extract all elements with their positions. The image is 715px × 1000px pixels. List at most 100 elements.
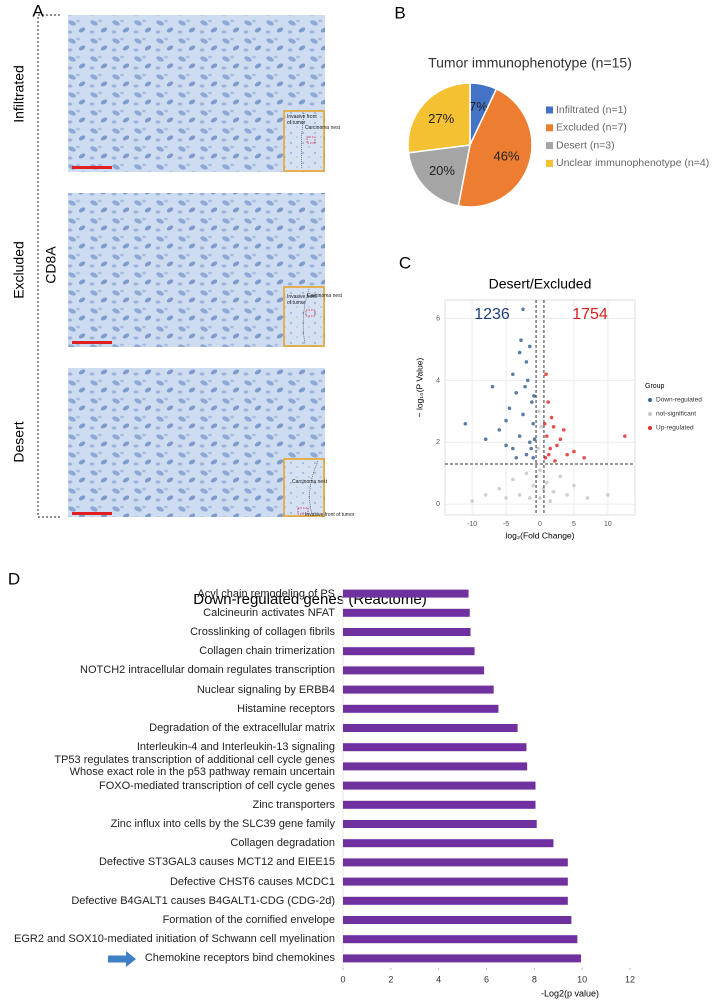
image-infiltrated [68,15,325,172]
inset-text: Invasive front of tumor [287,294,317,306]
inset [283,458,325,517]
front-line [301,112,305,170]
bar [343,704,499,713]
point [539,425,544,429]
point [483,493,488,497]
x-tick-label: 5 [572,521,576,528]
front-line [302,288,310,345]
point [514,391,519,395]
point [565,452,569,457]
bar-label: FOXO-mediated transcription of cell cycl… [99,779,335,792]
point [524,452,529,457]
point [582,455,586,460]
slice-label: 7% [469,99,488,114]
inset-text: Carcinoma nest [292,479,328,485]
point [551,425,556,429]
bar-label: NOTCH2 intracellular domain regulates tr… [80,664,335,677]
legend-label: Infiltrated (n=1) [556,104,627,116]
bar [343,743,527,752]
stain-label: CD8A [43,246,59,284]
panel-label: C [399,253,411,272]
point [532,437,537,442]
y-tick-label: 4 [436,377,440,384]
legend-swatch [546,124,553,132]
point [543,455,548,460]
bar-label: Zinc transporters [252,798,335,811]
row-label: Desert [11,421,27,462]
legend-swatch [546,106,553,114]
point [536,409,541,414]
point [549,415,554,420]
legend-label: Unclear immunophenotype (n=4) [556,157,709,169]
x-tick-label: 0 [538,521,542,528]
point [517,350,522,355]
slice-label: 20% [429,163,455,178]
point [555,443,559,448]
legend-label: Up-regulated [656,425,694,432]
point [470,499,474,503]
legend-swatch [648,398,652,402]
point [511,446,515,451]
inset-box [297,507,309,515]
point [524,360,529,364]
bar [343,724,518,732]
x-tick-label: 10 [577,974,587,984]
bar [343,877,568,886]
y-tick-label: 0 [436,501,440,508]
x-tick-label: -10 [467,521,477,528]
point [538,496,542,500]
scale-bar [72,512,112,515]
point [544,434,549,438]
bar [343,589,469,598]
bar-label: Defective B4GALT1 causes B4GALT1-CDG (CD… [71,894,335,907]
image-excluded [68,193,325,347]
bar [343,839,554,848]
bar [343,896,568,905]
point [548,499,552,503]
arrow [108,951,136,967]
legend-swatch [648,412,652,416]
x-axis-label: log₂(Fold Change) [506,530,575,540]
chart-title: Desert/Excluded [489,276,592,292]
point [497,428,502,432]
x-tick-label: 4 [436,974,441,984]
bar-label: Nuclear signaling by ERBB4 [196,683,335,696]
inset-text: Carcinoma nest [307,293,343,299]
scale-bar [72,166,112,169]
x-axis-label: -Log2(p value) [541,988,599,998]
point [546,400,550,404]
annotation: 1236 [474,306,510,323]
point [517,493,522,497]
bar-label: EGR2 and SOX10-mediated initiation of Sc… [13,933,335,946]
point [463,421,468,426]
point [528,440,532,445]
point [532,394,536,398]
legend-label: Desert (n=3) [556,139,615,151]
panel-label: B [394,3,405,22]
bar-label: Zinc influx into cells by the SLC39 gene… [110,818,335,830]
bar-label: Histamine receptors [237,702,335,715]
point [483,437,488,442]
y-tick-label: 2 [436,439,440,446]
row-label: Excluded [11,241,27,299]
point [536,446,540,451]
point [623,434,627,438]
point [529,446,533,451]
point [551,489,556,494]
pie-slice [457,87,533,208]
point [528,344,532,349]
point [504,443,508,448]
x-tick-label: 0 [340,974,345,984]
point [525,378,530,383]
bar [343,781,536,790]
slice-label: 46% [494,148,520,163]
point [524,471,529,476]
bar-label: Interleukin-4 and Interleukin-13 signali… [136,741,335,754]
x-tick-label: 8 [532,974,537,984]
legend-label: not-significant [656,411,696,418]
point [541,486,546,491]
point [504,418,508,423]
point [521,412,525,417]
bar-label: Defective ST3GAL3 causes MCT12 and EIEE1… [98,856,335,869]
